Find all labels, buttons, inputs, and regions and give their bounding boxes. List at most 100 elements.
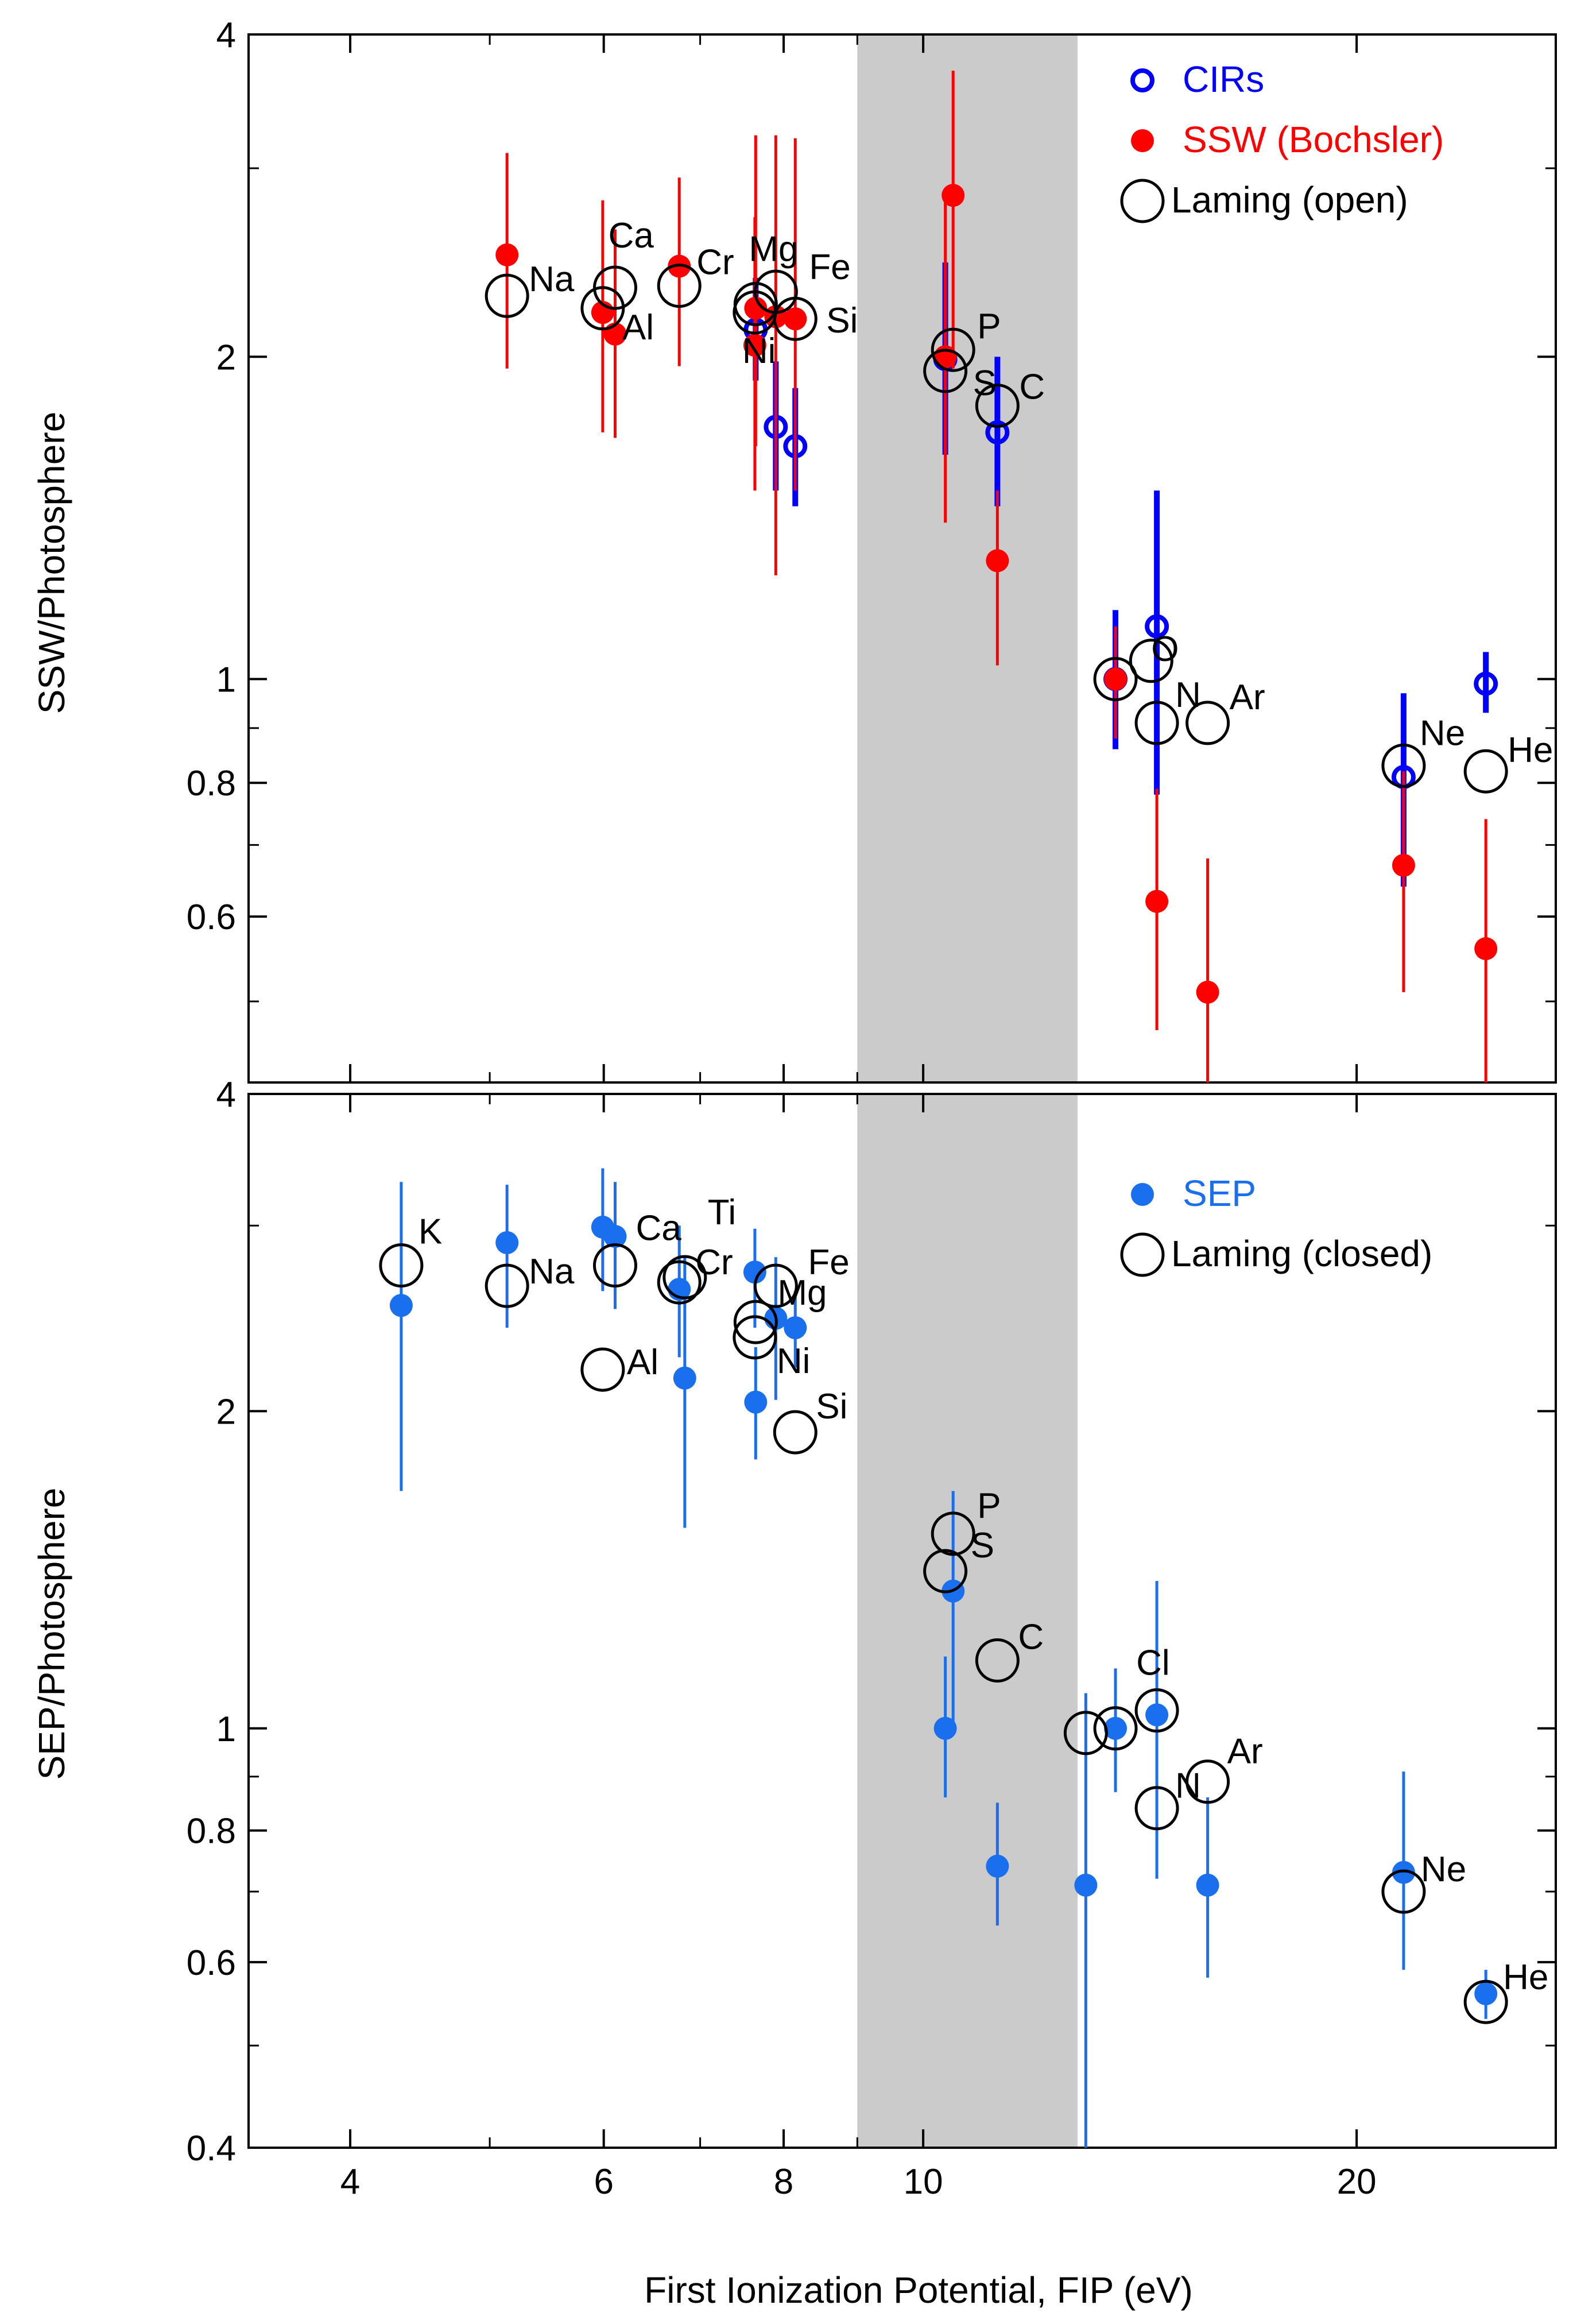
data-point [1474, 937, 1498, 961]
data-point [743, 1260, 766, 1284]
legend-label: Laming (closed) [1171, 1233, 1432, 1274]
element-label: Ca [608, 216, 654, 256]
fip-shaded-band [857, 1094, 1078, 2148]
model-point [733, 1315, 777, 1360]
element-label: Al [627, 1343, 658, 1382]
y-tick-label: 2 [216, 1392, 236, 1432]
data-point [1392, 853, 1415, 877]
data-point [495, 243, 519, 266]
data-point [389, 1294, 413, 1317]
x-tick-label: 10 [904, 2162, 943, 2202]
model-point [1185, 701, 1230, 745]
data-point [744, 1390, 768, 1414]
plot-frame [247, 33, 1557, 1084]
model-point [733, 290, 777, 335]
model-point [753, 1263, 798, 1308]
element-label: S [973, 364, 997, 403]
element-label: S [971, 1526, 994, 1565]
model-point [580, 286, 625, 331]
data-point [985, 420, 1010, 444]
model-point [931, 1511, 975, 1556]
element-label: He [1503, 1958, 1548, 1997]
model-point [662, 1255, 707, 1300]
element-label: O [1151, 629, 1179, 669]
model-point [733, 1300, 778, 1344]
model-point [923, 349, 968, 393]
element-label: Cl [1136, 1644, 1170, 1683]
model-point [485, 1263, 529, 1308]
element-label: Ne [1420, 713, 1465, 753]
model-point [379, 1243, 424, 1288]
data-point [1196, 980, 1219, 1004]
data-point [1104, 667, 1128, 691]
element-label: Si [826, 301, 858, 341]
x-tick-label: 20 [1337, 2162, 1377, 2202]
model-point [657, 264, 702, 308]
fip-shaded-band [857, 34, 1078, 1082]
element-label: P [977, 1486, 1001, 1526]
element-label: C [1019, 368, 1045, 407]
y-tick-label: 0.4 [187, 2129, 236, 2168]
model-point [931, 327, 975, 372]
y-tick-label: 4 [216, 1075, 236, 1115]
data-point [1196, 1873, 1219, 1897]
element-label: K [419, 1212, 442, 1252]
model-point [1134, 1786, 1179, 1831]
y-tick-label: 1 [216, 1710, 236, 1749]
x-tick-label: 6 [594, 2162, 613, 2202]
model-point [1134, 1688, 1179, 1733]
element-label: Na [529, 1252, 575, 1291]
model-point [1093, 1706, 1138, 1751]
legend-marker [1131, 129, 1154, 152]
legend-label: SSW (Bochsler) [1183, 119, 1444, 160]
x-tick-label: 8 [774, 2162, 793, 2202]
data-point [986, 1854, 1009, 1878]
legend-label: SEP [1183, 1173, 1256, 1214]
element-label: Fe [809, 248, 850, 287]
data-point [933, 1716, 957, 1740]
element-label: P [977, 307, 1001, 346]
data-point [1474, 1982, 1498, 2005]
data-point [1392, 1861, 1415, 1884]
data-point [1474, 671, 1498, 696]
data-point [1145, 890, 1169, 913]
element-label: N [1175, 675, 1201, 715]
element-label: Fe [808, 1243, 849, 1282]
top-panel-ssw: 4 2 1 0.8 0.6 Na Ca Al Cr Mg Fe Si Ni PS C NO Ar Ne He CIRs… [187, 16, 1557, 1084]
model-point [1063, 1711, 1108, 1755]
model-point [1463, 1979, 1508, 2024]
model-point [657, 1260, 702, 1305]
model-point [592, 1243, 637, 1288]
x-tick-label: 4 [340, 2162, 360, 2202]
legend-marker [1120, 1232, 1165, 1277]
data-point [743, 334, 766, 357]
y-axis-title-bottom: SEP/Photosphere [31, 1488, 72, 1780]
data-point [986, 549, 1009, 573]
legend-marker [1120, 179, 1165, 223]
model-point [1093, 657, 1138, 702]
data-point [495, 1231, 519, 1255]
element-label: Cr [695, 1243, 733, 1282]
y-tick-label: 1 [216, 660, 236, 700]
element-label: Ni [777, 1341, 811, 1381]
model-point [485, 273, 529, 318]
element-label: C [1018, 1617, 1044, 1657]
data-point [1074, 1873, 1098, 1897]
data-point [942, 184, 965, 207]
element-label: Ar [1227, 1732, 1263, 1772]
element-label: Ni [742, 331, 776, 371]
model-point [1463, 749, 1508, 794]
model-point [1185, 1760, 1230, 1804]
element-label: Mg [777, 1273, 827, 1313]
data-point [1145, 614, 1169, 639]
element-label: Ne [1421, 1850, 1466, 1889]
model-point [975, 1638, 1020, 1683]
element-label: Na [529, 260, 575, 299]
y-tick-label: 0.6 [187, 898, 236, 937]
data-point [603, 1225, 627, 1248]
element-label: Al [622, 308, 654, 347]
model-point [1134, 701, 1179, 745]
model-point [1129, 639, 1173, 683]
